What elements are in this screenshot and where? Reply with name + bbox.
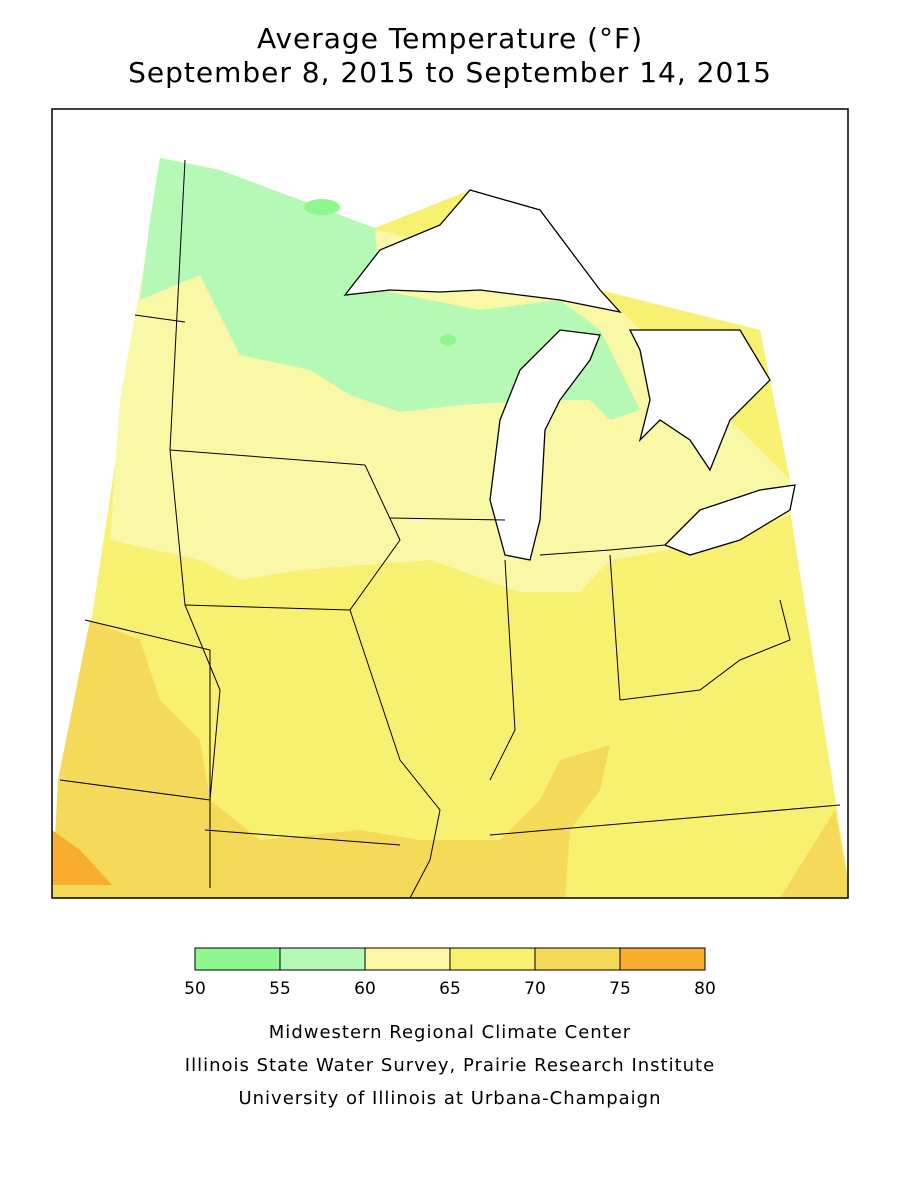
lake-huron <box>628 329 771 472</box>
legend-swatch <box>619 947 706 971</box>
temp-region <box>780 810 848 898</box>
legend: 50 55 60 65 70 75 80 <box>184 947 716 999</box>
subtitle: September 8, 2015 to September 14, 2015 <box>128 56 772 89</box>
map <box>51 108 849 899</box>
temp-region <box>440 334 456 346</box>
legend-tick-label: 80 <box>694 979 716 999</box>
legend-swatch <box>279 947 366 971</box>
legend-tick-label: 55 <box>269 979 291 999</box>
legend-tick-label: 50 <box>184 979 206 999</box>
lake-michigan <box>489 329 601 561</box>
lake-superior <box>343 189 622 314</box>
temp-region <box>52 620 610 898</box>
state-borders <box>59 159 841 899</box>
credit: Illinois State Water Survey, Prairie Res… <box>185 1055 715 1076</box>
temp-region <box>140 158 640 420</box>
legend-swatch <box>364 947 451 971</box>
legend-swatch <box>194 947 281 971</box>
map-frame <box>51 108 849 899</box>
legend-tick-label: 65 <box>439 979 461 999</box>
temp-region <box>304 199 340 215</box>
legend-tick-label: 70 <box>524 979 546 999</box>
lake-erie <box>663 484 796 556</box>
legend-tick-label: 75 <box>609 979 631 999</box>
credit: University of Illinois at Urbana-Champai… <box>238 1088 661 1109</box>
credit: Midwestern Regional Climate Center <box>269 1022 631 1043</box>
legend-swatch <box>449 947 536 971</box>
legend-tick-label: 60 <box>354 979 376 999</box>
legend-swatch <box>534 947 621 971</box>
title: Average Temperature (°F) <box>257 22 643 55</box>
temp-region <box>52 830 112 885</box>
